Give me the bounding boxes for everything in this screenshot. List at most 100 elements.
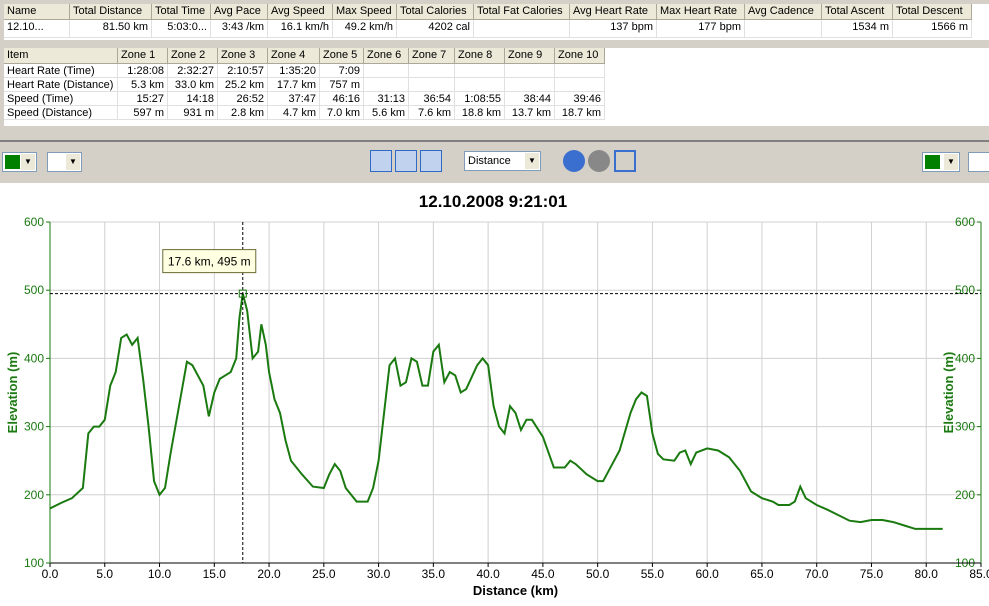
column-header[interactable]: Zone 8 bbox=[455, 48, 505, 64]
style-dropdown[interactable]: ▼ bbox=[47, 152, 82, 172]
table-cell bbox=[455, 78, 505, 92]
column-header[interactable]: Item bbox=[4, 48, 118, 64]
x-tick-label: 30.0 bbox=[367, 567, 391, 581]
table-cell: 7.6 km bbox=[409, 106, 455, 120]
x-tick-label: 35.0 bbox=[422, 567, 446, 581]
summary-table: Name Total Distance Total Time Avg Pace Avg … bbox=[4, 4, 989, 40]
table-cell bbox=[409, 64, 455, 78]
fit-button[interactable] bbox=[614, 150, 636, 172]
column-header[interactable]: Zone 5 bbox=[320, 48, 364, 64]
column-header[interactable]: Total Ascent bbox=[822, 4, 893, 20]
grid-button[interactable] bbox=[395, 150, 417, 172]
table-cell: 5:03:0... bbox=[152, 20, 211, 38]
smooth-button[interactable] bbox=[420, 150, 442, 172]
color-dropdown[interactable]: ▼ bbox=[2, 152, 37, 172]
column-header[interactable]: Zone 2 bbox=[168, 48, 218, 64]
divider bbox=[0, 140, 989, 142]
y2-tick-label: 500 bbox=[955, 283, 975, 297]
column-header[interactable]: Total Descent bbox=[893, 4, 972, 20]
x-tick-label: 65.0 bbox=[750, 567, 774, 581]
x-axis-label: Distance (km) bbox=[473, 583, 558, 598]
table-cell: 1:28:08 bbox=[118, 64, 168, 78]
table-cell: 13.7 km bbox=[505, 106, 555, 120]
y-tick-label: 400 bbox=[24, 351, 44, 365]
table-cell: 931 m bbox=[168, 106, 218, 120]
table-cell: 1:35:20 bbox=[268, 64, 320, 78]
table-cell: 38:44 bbox=[505, 92, 555, 106]
y2-tick-label: 600 bbox=[955, 215, 975, 229]
x-tick-label: 10.0 bbox=[148, 567, 172, 581]
column-header[interactable]: Zone 7 bbox=[409, 48, 455, 64]
style-dropdown-right[interactable] bbox=[968, 152, 989, 172]
column-header[interactable]: Avg Speed bbox=[268, 4, 333, 20]
x-axis-select[interactable]: Distance ▼ bbox=[464, 151, 541, 171]
x-tick-label: 40.0 bbox=[476, 567, 500, 581]
table-cell bbox=[364, 64, 409, 78]
table-cell: 49.2 km/h bbox=[333, 20, 397, 38]
column-header[interactable]: Zone 6 bbox=[364, 48, 409, 64]
table-cell: 5.3 km bbox=[118, 78, 168, 92]
table-cell: 177 bpm bbox=[657, 20, 745, 38]
table-cell: 7:09 bbox=[320, 64, 364, 78]
table-cell: 26:52 bbox=[218, 92, 268, 106]
column-header[interactable]: Avg Heart Rate bbox=[570, 4, 657, 20]
column-header[interactable]: Max Heart Rate bbox=[657, 4, 745, 20]
table-cell: Heart Rate (Time) bbox=[4, 64, 118, 78]
table-cell: Speed (Time) bbox=[4, 92, 118, 106]
column-header[interactable]: Avg Cadence bbox=[745, 4, 822, 20]
y2-axis-label: Elevation (m) bbox=[941, 352, 956, 434]
table-cell: 757 m bbox=[320, 78, 364, 92]
y2-tick-label: 400 bbox=[955, 351, 975, 365]
y-tick-label: 200 bbox=[24, 488, 44, 502]
y-axis-label: Elevation (m) bbox=[5, 352, 20, 434]
table-cell: 15:27 bbox=[118, 92, 168, 106]
color-dropdown-right[interactable]: ▼ bbox=[922, 152, 960, 172]
x-tick-label: 85.0 bbox=[969, 567, 989, 581]
table-cell bbox=[474, 20, 570, 38]
table-cell bbox=[409, 78, 455, 92]
table-cell bbox=[555, 78, 605, 92]
table-cell: Speed (Distance) bbox=[4, 106, 118, 120]
chart-title: 12.10.2008 9:21:01 bbox=[419, 192, 567, 211]
column-header[interactable]: Total Time bbox=[152, 4, 211, 20]
zoom-out-button[interactable] bbox=[588, 150, 610, 172]
table-cell: 17.7 km bbox=[268, 78, 320, 92]
x-tick-label: 70.0 bbox=[805, 567, 829, 581]
column-header[interactable]: Zone 4 bbox=[268, 48, 320, 64]
zoom-in-button[interactable] bbox=[563, 150, 585, 172]
table-cell: 7.0 km bbox=[320, 106, 364, 120]
table-cell: 4202 cal bbox=[397, 20, 474, 38]
column-header[interactable]: Zone 1 bbox=[118, 48, 168, 64]
table-cell: 31:13 bbox=[364, 92, 409, 106]
table-cell: 2:10:57 bbox=[218, 64, 268, 78]
x-tick-label: 50.0 bbox=[586, 567, 610, 581]
table-cell: Heart Rate (Distance) bbox=[4, 78, 118, 92]
column-header[interactable]: Name bbox=[4, 4, 70, 20]
column-header[interactable]: Zone 3 bbox=[218, 48, 268, 64]
x-tick-label: 75.0 bbox=[860, 567, 884, 581]
table-cell: 2.8 km bbox=[218, 106, 268, 120]
table-cell: 81.50 km bbox=[70, 20, 152, 38]
crosshair-button[interactable] bbox=[370, 150, 392, 172]
y-tick-label: 100 bbox=[24, 556, 44, 570]
x-tick-label: 15.0 bbox=[203, 567, 227, 581]
column-header[interactable]: Zone 9 bbox=[505, 48, 555, 64]
column-header[interactable]: Zone 10 bbox=[555, 48, 605, 64]
column-header[interactable]: Total Fat Calories bbox=[474, 4, 570, 20]
table-cell: 36:54 bbox=[409, 92, 455, 106]
x-tick-label: 0.0 bbox=[42, 567, 59, 581]
column-header[interactable]: Total Calories bbox=[397, 4, 474, 20]
column-header[interactable]: Avg Pace bbox=[211, 4, 268, 20]
table-cell bbox=[455, 64, 505, 78]
table-cell: 18.8 km bbox=[455, 106, 505, 120]
table-cell: 14:18 bbox=[168, 92, 218, 106]
zones-table: Item Zone 1 Zone 2 Zone 3 Zone 4 Zone 5 Zone 6… bbox=[4, 48, 989, 126]
y-tick-label: 600 bbox=[24, 215, 44, 229]
elevation-line bbox=[49, 293, 943, 530]
select-text: Distance bbox=[468, 155, 511, 167]
column-header[interactable]: Max Speed bbox=[333, 4, 397, 20]
x-tick-label: 60.0 bbox=[695, 567, 719, 581]
table-cell: 3:43 /km bbox=[211, 20, 268, 38]
column-header[interactable]: Total Distance bbox=[70, 4, 152, 20]
elevation-chart: 12.10.2008 9:21:01 0.0 5.0 10.0 15.0 20.0 25.0… bbox=[0, 183, 989, 606]
